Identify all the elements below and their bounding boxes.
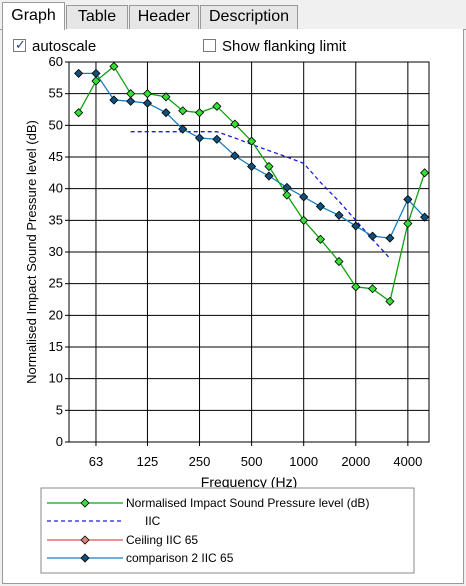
autoscale-label: autoscale [32,38,97,55]
graph-panel [2,29,464,584]
tab-header[interactable]: Header [129,5,199,29]
tab-table[interactable]: Table [66,5,128,29]
tab-graph[interactable]: Graph [2,2,65,30]
show-flanking-limit-checkbox-box[interactable] [203,39,216,52]
tab-bar: Graph Table Header Description [0,0,466,30]
show-flanking-limit-label: Show flanking limit [222,38,347,55]
tab-description[interactable]: Description [200,5,298,29]
autoscale-checkbox-box[interactable]: ✓ [13,37,26,52]
checkmark-icon: ✓ [15,37,26,52]
